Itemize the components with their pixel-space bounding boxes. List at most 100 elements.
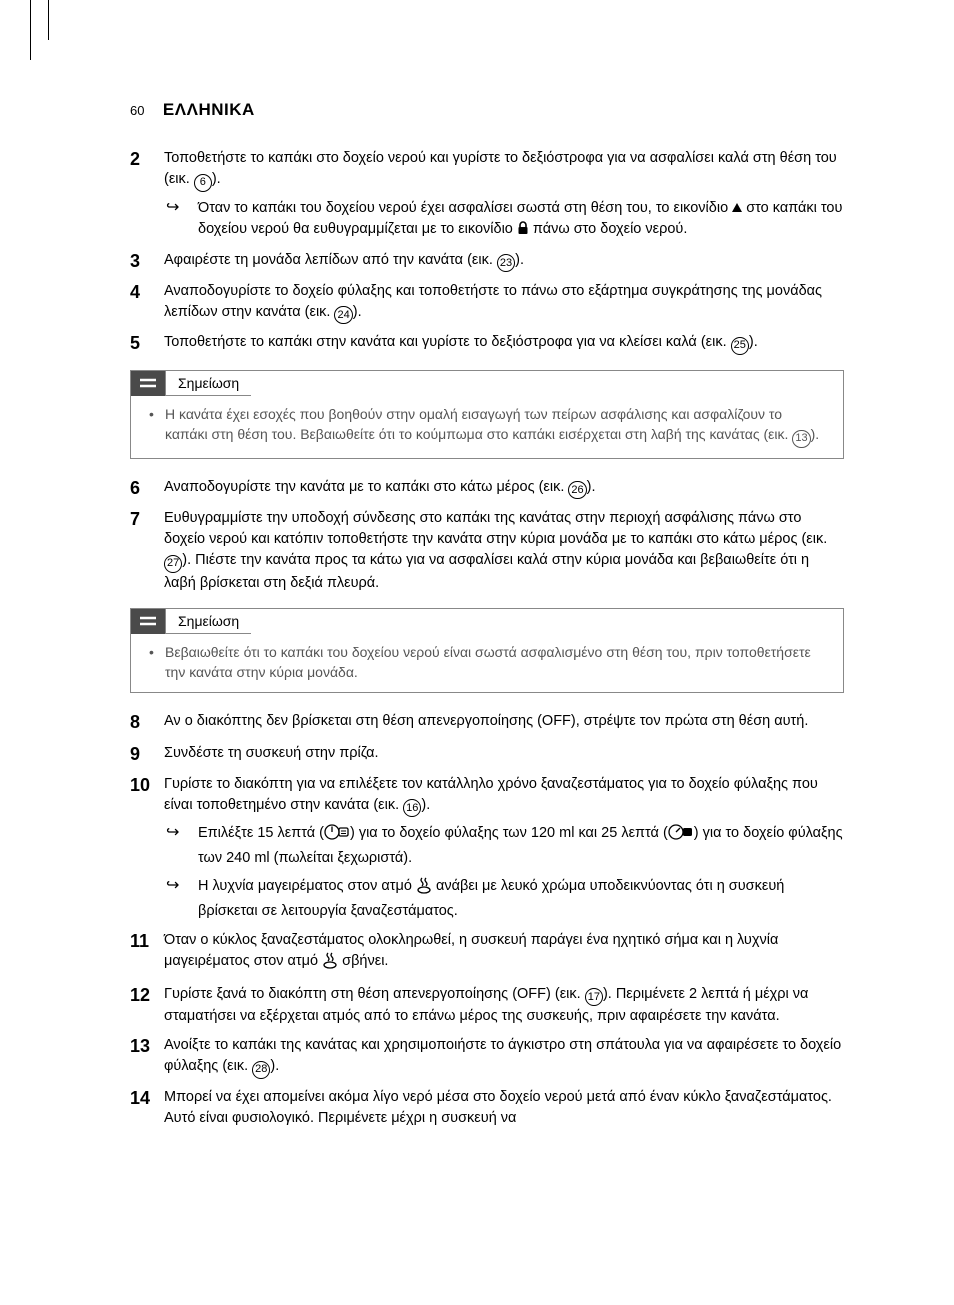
note-text: Η κανάτα έχει εσοχές που βοηθούν στην ομ… [165,404,825,448]
step-14: 14 Μπορεί να έχει απομείνει ακόμα λίγο ν… [130,1087,844,1129]
step-7: 7 Ευθυγραμμίστε την υποδοχή σύνδεσης στο… [130,508,844,594]
step-body: Γυρίστε το διακόπτη για να επιλέξετε τον… [164,774,844,922]
step-11: 11 Όταν ο κύκλος ξαναζεστάματος ολοκληρω… [130,930,844,976]
step-body: Ευθυγραμμίστε την υποδοχή σύνδεσης στο κ… [164,508,844,594]
fig-ref-17: 17 [585,988,603,1006]
step-text: Γυρίστε το διακόπτη για να επιλέξετε τον… [164,776,818,813]
step-text: ). [353,304,362,320]
step-number: 8 [130,711,164,734]
step-number: 4 [130,281,164,304]
dial-25-icon [668,823,694,848]
step-body: Αφαιρέστε τη μονάδα λεπίδων από την κανά… [164,250,844,273]
note-text-part: ). [811,426,820,442]
step-text: Γυρίστε ξανά το διακόπτη στη θέση απενερ… [164,986,585,1002]
step-number: 5 [130,332,164,355]
bullet-dot: • [149,642,165,683]
step-6: 6 Αναποδογυρίστε την κανάτα με το καπάκι… [130,477,844,500]
step-body: Μπορεί να έχει απομείνει ακόμα λίγο νερό… [164,1087,844,1129]
step-number: 14 [130,1087,164,1110]
step-body: Ανοίξτε το καπάκι της κανάτας και χρησιμ… [164,1035,844,1079]
step-text: Αναποδογυρίστε την κανάτα με το καπάκι σ… [164,479,568,495]
arrow-icon: ↪ [164,198,198,219]
note-body: • Βεβαιωθείτε ότι το καπάκι του δοχείου … [131,634,843,693]
page-header: 60 ΕΛΛΗΝΙΚΑ [130,100,844,120]
step-body: Συνδέστε τη συσκευή στην πρίζα. [164,743,844,764]
step-body: Αναποδογυρίστε το δοχείο φύλαξης και τοπ… [164,281,844,325]
sub-text-part: ) για το δοχείο φύλαξης των 120 ml και 2… [350,825,668,841]
note-text-part: Η κανάτα έχει εσοχές που βοηθούν στην ομ… [165,406,792,442]
sub-text: Επιλέξτε 15 λεπτά ( ) για το δοχείο φύλαξ… [198,823,844,869]
fig-ref-16: 16 [403,799,421,817]
note-icon [131,609,165,634]
step-text: σβήνει. [338,953,388,969]
step-12: 12 Γυρίστε ξανά το διακόπτη στη θέση απε… [130,984,844,1028]
note-title: Σημείωση [165,609,251,634]
step-body: Αν ο διακόπτης δεν βρίσκεται στη θέση απ… [164,711,844,732]
bullet-dot: • [149,404,165,448]
step-number: 13 [130,1035,164,1058]
sub-text-part: Η λυχνία μαγειρέματος στον ατμό [198,878,416,894]
step-sub: ↪ Η λυχνία μαγειρέματος στον ατμό ανάβει… [164,876,844,922]
step-number: 3 [130,250,164,273]
step-text: ). [421,797,430,813]
step-text: Αναποδογυρίστε το δοχείο φύλαξης και τοπ… [164,283,822,320]
step-8: 8 Αν ο διακόπτης δεν βρίσκεται στη θέση … [130,711,844,734]
fig-ref-25: 25 [731,337,749,355]
steam-icon [416,876,432,901]
note-box: Σημείωση • Η κανάτα έχει εσοχές που βοηθ… [130,370,844,459]
step-text: Τοποθετήστε το καπάκι στο δοχείο νερού κ… [164,150,837,187]
sub-text-part: πάνω στο δοχείο νερού. [529,221,688,237]
step-number: 6 [130,477,164,500]
sub-text: Η λυχνία μαγειρέματος στον ατμό ανάβει μ… [198,876,844,922]
step-sub: ↪ Όταν το καπάκι του δοχείου νερού έχει … [164,198,844,242]
step-number: 10 [130,774,164,797]
note-box: Σημείωση • Βεβαιωθείτε ότι το καπάκι του… [130,608,844,694]
step-9: 9 Συνδέστε τη συσκευή στην πρίζα. [130,743,844,766]
sub-text-part: Επιλέξτε 15 λεπτά ( [198,825,324,841]
step-number: 12 [130,984,164,1007]
arrow-icon: ↪ [164,823,198,844]
fig-ref-6: 6 [194,174,212,192]
step-10: 10 Γυρίστε το διακόπτη για να επιλέξετε … [130,774,844,922]
step-sub: ↪ Επιλέξτε 15 λεπτά ( ) για το δοχείο φύλ… [164,823,844,869]
sub-text-part: Όταν το καπάκι του δοχείου νερού έχει ασ… [198,200,732,216]
step-text: Τοποθετήστε το καπάκι στην κανάτα και γυ… [164,334,731,350]
lock-icon [517,221,529,242]
fig-ref-23: 23 [497,254,515,272]
note-header: Σημείωση [131,609,843,634]
step-3: 3 Αφαιρέστε τη μονάδα λεπίδων από την κα… [130,250,844,273]
step-text: Αφαιρέστε τη μονάδα λεπίδων από την κανά… [164,252,497,268]
step-text: ). [270,1058,279,1074]
page-number: 60 [130,103,144,118]
fig-ref-27: 27 [164,555,182,573]
step-4: 4 Αναποδογυρίστε το δοχείο φύλαξης και τ… [130,281,844,325]
step-number: 2 [130,148,164,171]
step-body: Τοποθετήστε το καπάκι στην κανάτα και γυ… [164,332,844,355]
step-body: Γυρίστε ξανά το διακόπτη στη θέση απενερ… [164,984,844,1028]
step-body: Τοποθετήστε το καπάκι στο δοχείο νερού κ… [164,148,844,242]
language-title: ΕΛΛΗΝΙΚΑ [163,100,255,119]
step-text: Όταν ο κύκλος ξαναζεστάματος ολοκληρωθεί… [164,932,778,969]
step-text: ). Πιέστε την κανάτα προς τα κάτω για να… [164,552,809,591]
fig-ref-24: 24 [334,306,352,324]
step-2: 2 Τοποθετήστε το καπάκι στο δοχείο νερού… [130,148,844,242]
steam-icon [322,951,338,976]
triangle-icon [732,203,742,212]
step-text: ). [587,479,596,495]
note-icon [131,371,165,396]
step-text: ). [212,171,221,187]
step-body: Όταν ο κύκλος ξαναζεστάματος ολοκληρωθεί… [164,930,844,976]
note-title: Σημείωση [165,371,251,396]
step-text: ). [749,334,758,350]
step-body: Αναποδογυρίστε την κανάτα με το καπάκι σ… [164,477,844,500]
step-13: 13 Ανοίξτε το καπάκι της κανάτας και χρη… [130,1035,844,1079]
step-text: Ευθυγραμμίστε την υποδοχή σύνδεσης στο κ… [164,510,827,547]
step-5: 5 Τοποθετήστε το καπάκι στην κανάτα και … [130,332,844,355]
sub-text: Όταν το καπάκι του δοχείου νερού έχει ασ… [198,198,844,242]
step-number: 7 [130,508,164,531]
step-number: 9 [130,743,164,766]
note-header: Σημείωση [131,371,843,396]
fig-ref-26: 26 [568,481,586,499]
arrow-icon: ↪ [164,876,198,897]
note-text: Βεβαιωθείτε ότι το καπάκι του δοχείου νε… [165,642,825,683]
